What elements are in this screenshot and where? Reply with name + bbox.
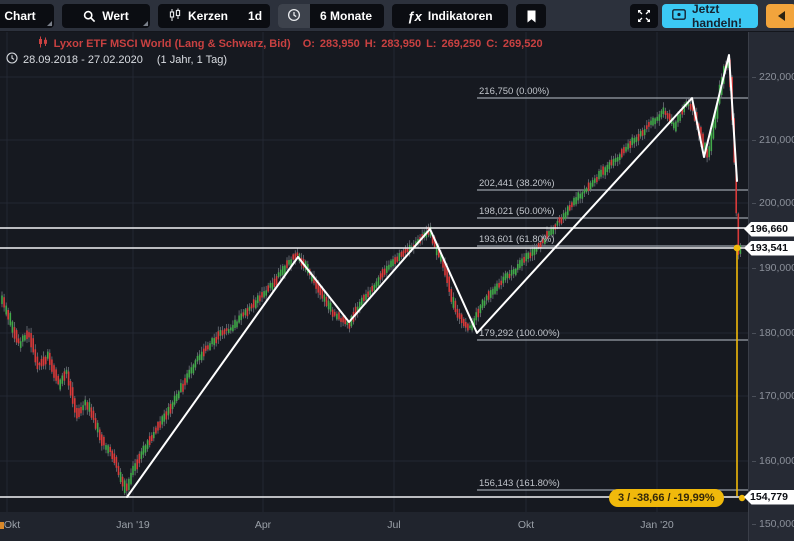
range-label: 6 Monate <box>320 9 373 23</box>
chart-area[interactable]: 216,750 (0.00%) 202,441 (38.20%) 198,021 (… <box>0 32 794 541</box>
y-axis-label: 200,000 <box>752 197 794 209</box>
trade-button-label: Jetzt handeln! <box>692 2 742 30</box>
svg-text:193,601 (61.80%): 193,601 (61.80%) <box>479 234 555 245</box>
indicators-button[interactable]: ƒx Indikatoren <box>392 4 508 28</box>
price-line-badge[interactable]: 193,541 <box>744 240 794 256</box>
x-axis-label: Jul <box>387 519 401 531</box>
bookmark-icon <box>526 10 537 23</box>
clock-icon <box>287 8 301 25</box>
time-range-group: 6 Monate <box>278 4 384 28</box>
wert-button-label: Wert <box>102 9 129 23</box>
svg-text:179,292 (100.00%): 179,292 (100.00%) <box>479 328 560 339</box>
instrument-search-button[interactable]: Wert <box>62 4 150 28</box>
fx-icon: ƒx <box>407 8 422 24</box>
indicators-label: Indikatoren <box>427 9 493 23</box>
candle-interval-group: Kerzen 1d <box>158 4 270 28</box>
time-axis[interactable]: Okt Jan '19 Apr Jul Okt Jan '20 <box>0 512 748 541</box>
kerzen-button-label: Kerzen <box>188 9 229 23</box>
svg-text:198,021 (50.00%): 198,021 (50.00%) <box>479 206 555 217</box>
price-chart-canvas[interactable]: 216,750 (0.00%) 202,441 (38.20%) 198,021 (… <box>0 32 748 512</box>
interval-button[interactable]: 1d <box>238 4 270 28</box>
drawing-handle-fragment <box>0 522 4 529</box>
trade-now-button[interactable]: Jetzt handeln! <box>662 2 758 30</box>
price-line-badge[interactable]: 154,779 <box>744 489 794 505</box>
y-axis-label: 160,000 <box>752 455 794 467</box>
svg-text:216,750 (0.00%): 216,750 (0.00%) <box>479 86 549 97</box>
candle-style-button[interactable]: Kerzen <box>158 4 238 28</box>
y-axis-label: 180,000 <box>752 327 794 339</box>
price-line-badge[interactable]: 196,660 <box>744 221 794 237</box>
x-axis-label: Apr <box>254 519 272 531</box>
search-icon <box>83 10 96 23</box>
toolbar: Chart Wert Kerzen 1d <box>0 0 794 32</box>
candlestick-icon <box>168 8 182 25</box>
y-axis-label: 220,000 <box>752 71 794 83</box>
interval-label: 1d <box>248 9 263 23</box>
x-axis-label: Jan '20 <box>640 519 674 531</box>
trade-icon <box>672 9 686 23</box>
x-axis-label: Jan '19 <box>116 519 150 531</box>
bookmark-button[interactable] <box>516 4 546 28</box>
collapse-panel-button[interactable] <box>766 4 794 28</box>
chart-button-label: Chart <box>4 9 36 23</box>
y-axis-label: 170,000 <box>752 390 794 402</box>
expand-arrows-icon <box>637 9 651 23</box>
autofit-button[interactable] <box>630 4 658 28</box>
measure-tool-label[interactable]: 3 / -38,66 / -19,99% <box>609 489 724 507</box>
y-axis-label: 150,000 <box>752 518 794 530</box>
triangle-left-icon <box>777 11 785 21</box>
y-axis-label: 210,000 <box>752 134 794 146</box>
svg-text:156,143 (161.80%): 156,143 (161.80%) <box>479 478 560 489</box>
chart-type-button[interactable]: Chart <box>0 4 54 28</box>
svg-text:202,441 (38.20%): 202,441 (38.20%) <box>479 178 555 189</box>
x-axis-label: Okt <box>517 519 535 531</box>
time-range-clock-button[interactable] <box>278 4 310 28</box>
price-axis[interactable]: 220,000 210,000 200,000 190,000 180,000 170,0… <box>748 32 794 541</box>
range-button[interactable]: 6 Monate <box>310 4 382 28</box>
y-axis-label: 190,000 <box>752 262 794 274</box>
x-axis-label: Okt <box>3 519 21 531</box>
